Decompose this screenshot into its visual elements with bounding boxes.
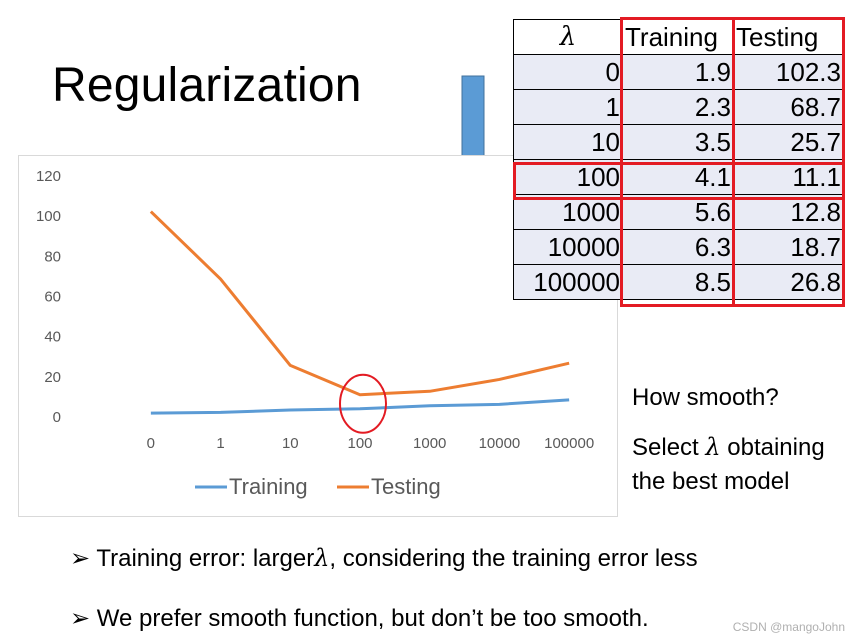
- how-smooth-text: How smooth?: [632, 384, 779, 411]
- cell-training: 4.1: [622, 159, 734, 195]
- best-row-highlight: [513, 162, 845, 200]
- x-tick-label: 10: [282, 435, 299, 452]
- cell-training: 5.6: [622, 194, 734, 230]
- y-tick-label: 40: [44, 329, 61, 346]
- select-line2: the best model: [632, 468, 790, 495]
- slide-title: Regularization: [52, 59, 362, 112]
- cell-testing: 11.1: [733, 159, 844, 195]
- legend-label: Testing: [371, 474, 441, 499]
- table-row: 10 3.5 25.7: [513, 124, 844, 160]
- bullet-suffix: , considering the training error less: [329, 545, 698, 572]
- header-training: Training: [622, 19, 734, 55]
- select-suffix: obtaining: [720, 434, 825, 461]
- lambda-symbol: λ: [705, 433, 721, 461]
- bullet-prefer-smooth: ➢ We prefer smooth function, but don’t b…: [70, 604, 649, 633]
- cell-testing: 25.7: [733, 124, 844, 160]
- cell-training: 6.3: [622, 229, 734, 265]
- header-lambda: λ: [513, 19, 623, 55]
- y-tick-label: 80: [44, 248, 61, 265]
- bullet-marker-icon: ➢: [70, 545, 91, 572]
- x-tick-label: 1000: [413, 435, 446, 452]
- series-line-testing: [149, 210, 570, 397]
- highlight-circle: [339, 373, 387, 434]
- lambda-symbol: λ: [314, 544, 330, 572]
- y-tick-label: 60: [44, 289, 61, 306]
- table-header-row: λ Training Testing: [513, 19, 844, 55]
- bullet-marker-icon: ➢: [70, 605, 91, 632]
- cell-training: 8.5: [622, 264, 734, 300]
- legend-label: Training: [229, 474, 308, 499]
- chart-svg: 0 20 40 60 80 100 120 0 1 10 100 1000 10000 100000 T…: [36, 168, 594, 499]
- cell-testing: 68.7: [733, 89, 844, 125]
- table-row: 100 4.1 11.1: [513, 159, 844, 195]
- y-tick-label: 100: [36, 208, 61, 225]
- x-tick-label: 1: [216, 435, 224, 452]
- cell-testing: 102.3: [733, 54, 844, 90]
- cell-training: 2.3: [622, 89, 734, 125]
- table-row: 1 2.3 68.7: [513, 89, 844, 125]
- watermark: CSDN @mangoJohn: [732, 620, 845, 634]
- header-testing: Testing: [733, 19, 844, 55]
- bullet-training-error: ➢ Training error: largerλ, considering t…: [70, 544, 698, 573]
- series-line-training: [150, 398, 570, 415]
- table-row: 0 1.9 102.3: [513, 54, 844, 90]
- x-tick-label: 100: [347, 435, 372, 452]
- cell-lambda: 100000: [513, 264, 623, 300]
- y-tick-label: 120: [36, 168, 61, 185]
- cell-lambda: 1000: [513, 194, 623, 230]
- lambda-table: λ Training Testing 0 1.9 102.3 1 2.3 68.…: [513, 19, 844, 300]
- cell-lambda: 0: [513, 54, 623, 90]
- select-lambda-text: Select λ obtaining the best model: [632, 430, 825, 499]
- bullet-prefix: Training error: larger: [96, 545, 315, 572]
- select-prefix: Select: [632, 434, 706, 461]
- cell-lambda: 1: [513, 89, 623, 125]
- bullet-text: We prefer smooth function, but don’t be …: [96, 605, 649, 632]
- y-tick-label: 20: [44, 369, 61, 386]
- y-tick-label: 0: [53, 409, 61, 426]
- cell-training: 1.9: [622, 54, 734, 90]
- x-tick-label: 10000: [479, 435, 521, 452]
- cell-lambda: 10: [513, 124, 623, 160]
- cell-testing: 26.8: [733, 264, 844, 300]
- x-tick-label: 100000: [544, 435, 594, 452]
- x-tick-label: 0: [147, 435, 155, 452]
- table-row: 100000 8.5 26.8: [513, 264, 844, 300]
- cell-lambda: 10000: [513, 229, 623, 265]
